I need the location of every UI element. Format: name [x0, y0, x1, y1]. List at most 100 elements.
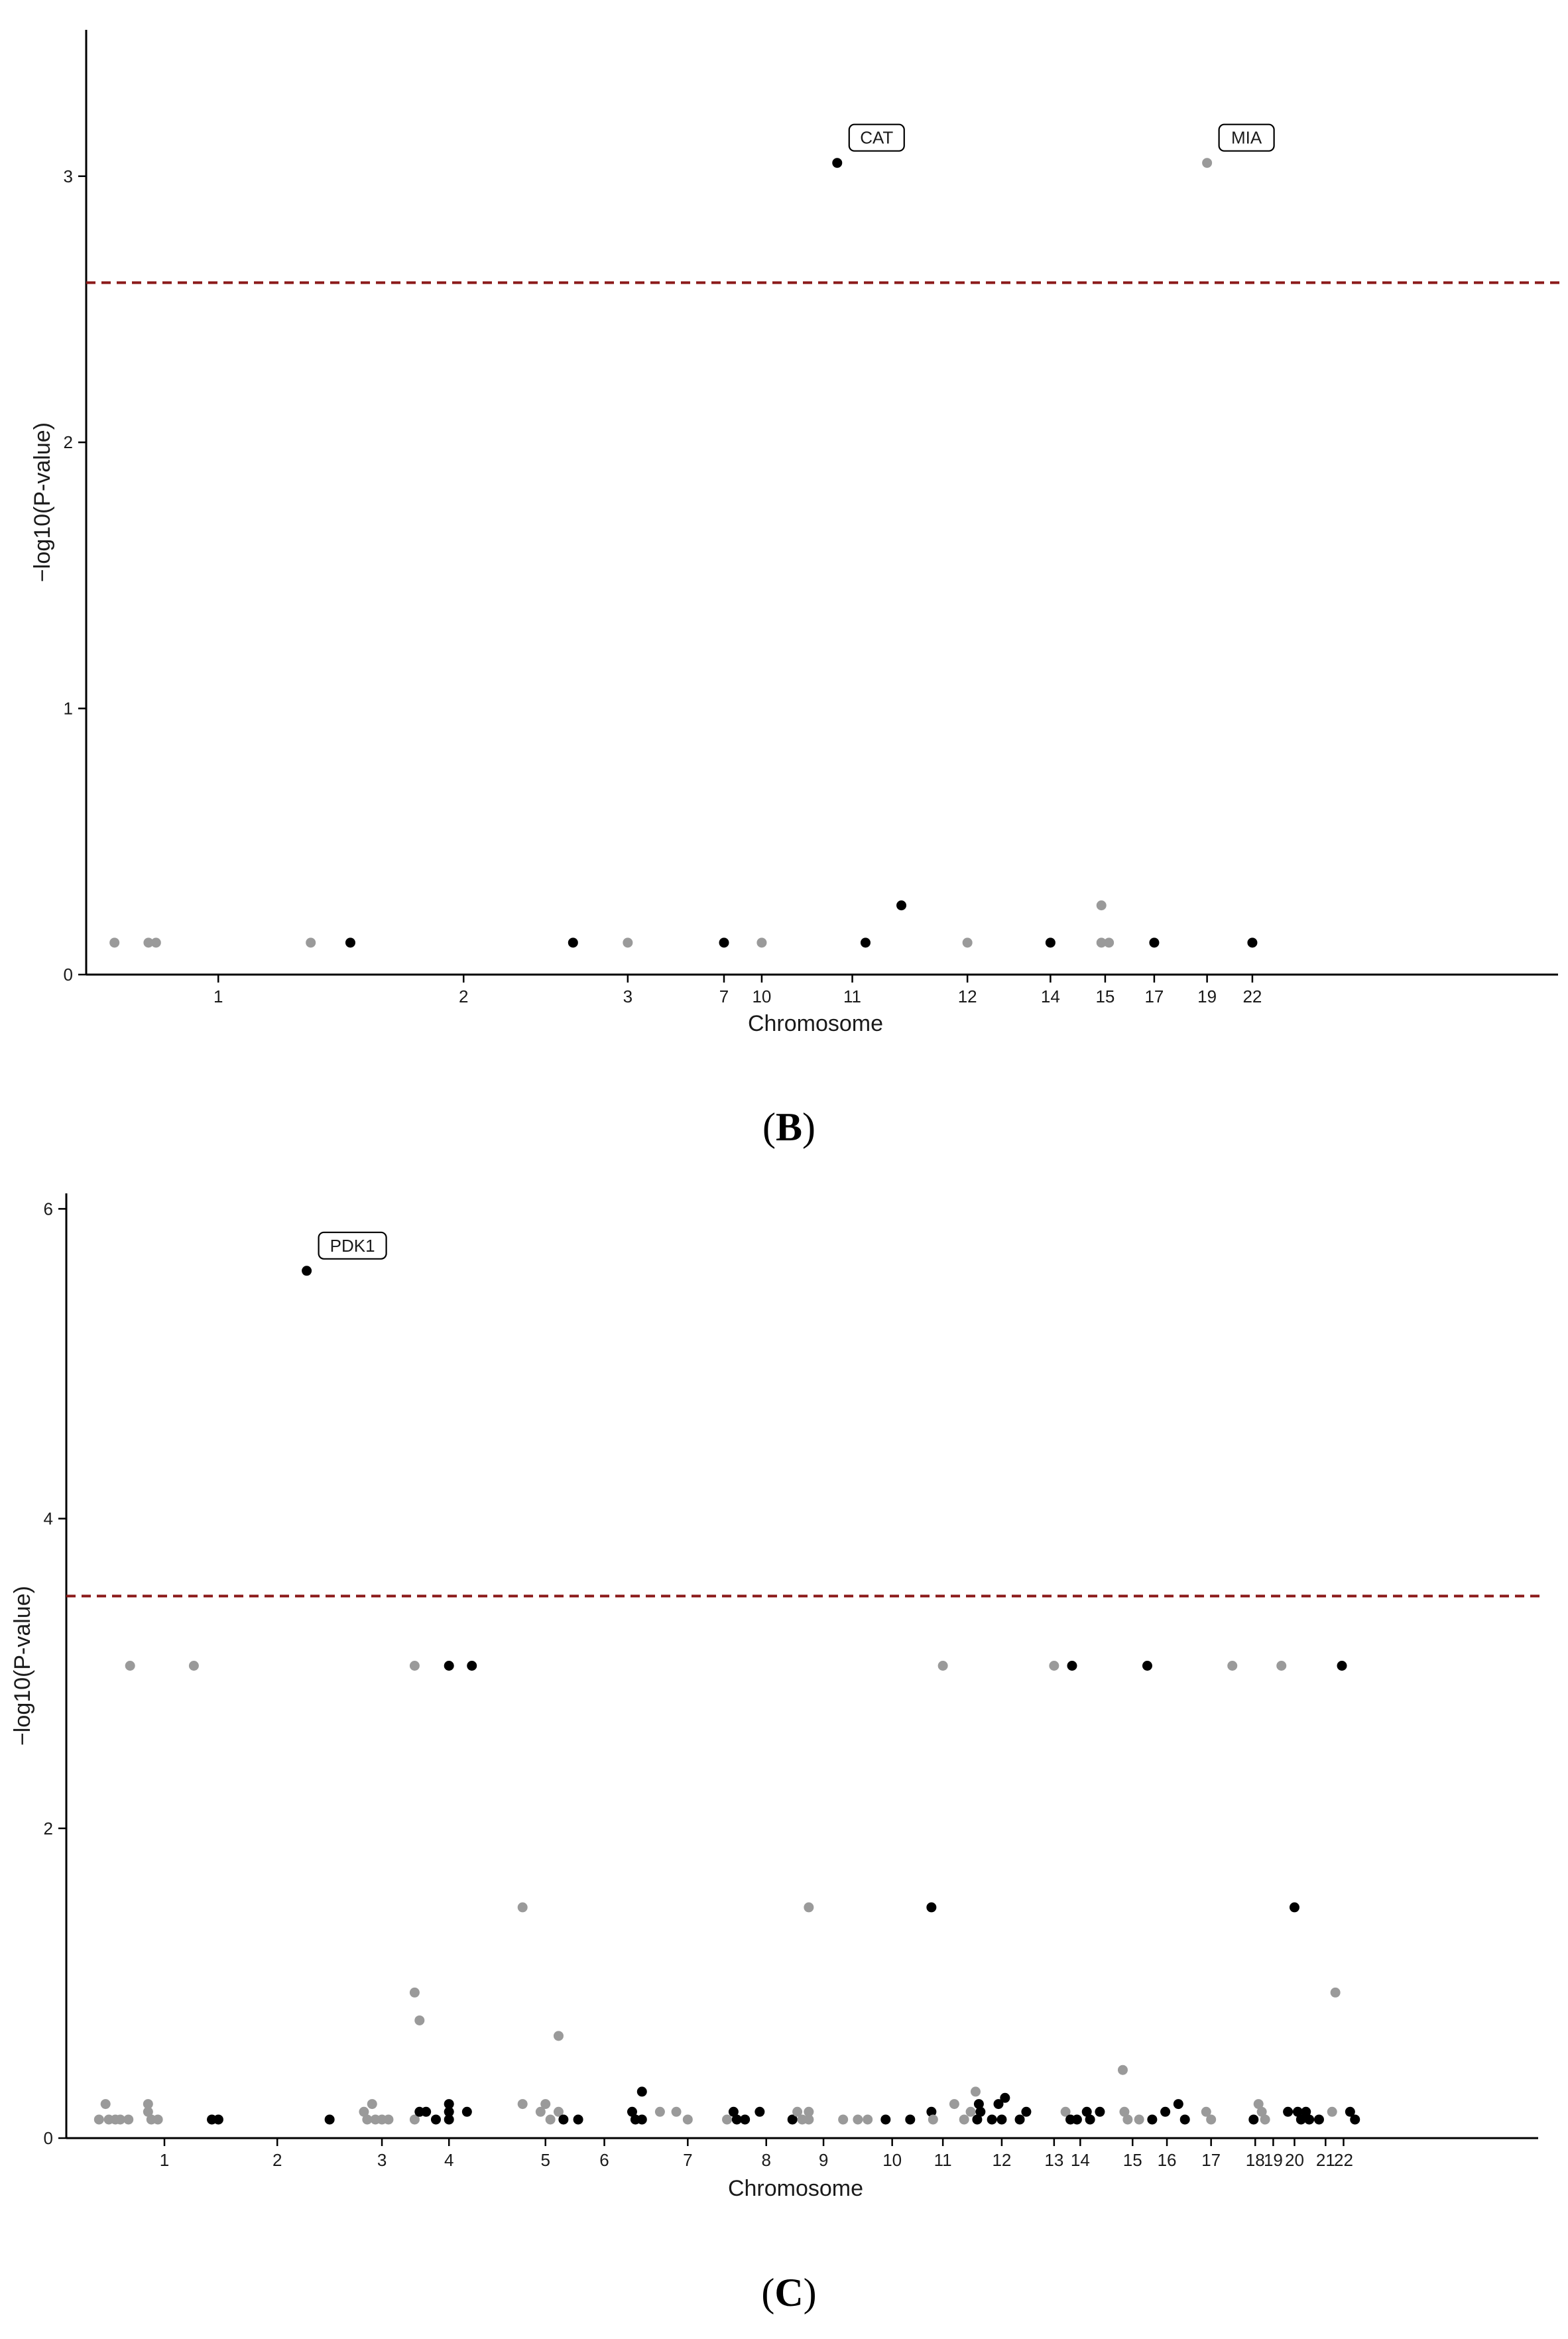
x-tick-label: 10 — [752, 987, 771, 1006]
data-point — [928, 2114, 938, 2125]
data-point — [1206, 2114, 1217, 2125]
data-point — [1350, 2114, 1360, 2125]
data-point — [787, 2114, 798, 2125]
data-point — [109, 937, 120, 948]
data-point — [804, 1902, 814, 1913]
data-point — [1179, 2114, 1190, 2125]
data-point — [115, 2114, 125, 2125]
x-tick-label: 22 — [1334, 2150, 1353, 2170]
x-tick-label: 18 — [1246, 2150, 1265, 2170]
data-point — [444, 1661, 454, 1671]
data-point — [731, 2114, 742, 2125]
data-point — [152, 2114, 163, 2125]
data-point — [993, 2099, 1004, 2110]
data-point — [1292, 2106, 1303, 2117]
data-point — [123, 2114, 134, 2125]
data-point — [756, 937, 767, 948]
data-point — [1253, 2099, 1264, 2110]
data-point — [987, 2114, 997, 2125]
data-point — [671, 2106, 682, 2117]
data-point — [1071, 2114, 1082, 2125]
data-point — [517, 1902, 528, 1913]
gene-label: CAT — [860, 128, 893, 148]
data-point — [728, 2106, 739, 2117]
data-point — [444, 2106, 454, 2117]
x-tick-label: 14 — [1071, 2150, 1090, 2170]
data-point — [421, 2106, 432, 2117]
data-point — [444, 2099, 454, 2110]
data-point — [430, 2114, 441, 2125]
data-point — [143, 937, 154, 948]
data-point — [926, 2106, 937, 2117]
panel-label: (B) — [762, 1105, 815, 1149]
data-point — [359, 2106, 369, 2117]
data-point — [804, 2106, 814, 2117]
data-point — [93, 2114, 104, 2125]
data-point — [1117, 2065, 1128, 2075]
data-point — [1327, 2106, 1337, 2117]
data-point — [100, 2099, 111, 2110]
data-point — [682, 2114, 693, 2125]
x-tick-label: 19 — [1264, 2150, 1283, 2170]
data-point — [996, 2114, 1007, 2125]
data-point — [461, 2106, 472, 2117]
data-point — [1304, 2114, 1315, 2125]
data-point — [1134, 2114, 1144, 2125]
x-tick-label: 5 — [540, 2150, 550, 2170]
x-tick-label: 17 — [1144, 987, 1164, 1006]
data-point — [926, 1902, 937, 1913]
data-point — [213, 2114, 223, 2125]
data-point — [1296, 2114, 1306, 2125]
data-point — [970, 2086, 981, 2097]
x-tick-label: 15 — [1095, 987, 1115, 1006]
data-point — [188, 1661, 199, 1671]
data-point — [959, 2114, 969, 2125]
data-point — [467, 1661, 477, 1671]
data-point — [1289, 1902, 1299, 1913]
data-point — [1060, 2106, 1071, 2117]
data-point — [143, 2106, 153, 2117]
data-point — [1149, 937, 1160, 948]
data-point — [1283, 2106, 1294, 2117]
data-point — [636, 2086, 647, 2097]
x-tick-label: 3 — [377, 2150, 387, 2170]
data-point — [1247, 937, 1258, 948]
data-point — [1096, 900, 1107, 911]
x-axis-title: Chromosome — [728, 2176, 863, 2201]
x-tick-label: 22 — [1242, 987, 1262, 1006]
data-point — [937, 1661, 948, 1671]
data-point — [1085, 2114, 1095, 2125]
data-point — [409, 2114, 420, 2125]
data-point — [1049, 1661, 1059, 1671]
data-point — [1202, 158, 1213, 168]
x-tick-label: 8 — [761, 2150, 770, 2170]
data-point — [973, 2099, 984, 2110]
data-point — [1201, 2106, 1211, 2117]
panel-label: (C) — [761, 2271, 816, 2314]
data-point — [1104, 937, 1115, 948]
x-tick-label: 11 — [934, 2150, 952, 2170]
x-tick-label: 19 — [1197, 987, 1217, 1006]
data-point — [1122, 2114, 1133, 2125]
x-tick-label: 7 — [719, 987, 729, 1006]
gene-label: PDK1 — [330, 1236, 375, 1256]
data-point — [535, 2106, 546, 2117]
data-point — [409, 1661, 420, 1671]
data-point — [367, 2099, 377, 2110]
data-point — [444, 2114, 454, 2125]
data-point — [1014, 2114, 1025, 2125]
y-tick-label: 0 — [64, 965, 73, 985]
data-point — [302, 1266, 312, 1276]
x-tick-label: 2 — [272, 2150, 282, 2170]
gene-label: MIA — [1231, 128, 1262, 148]
data-point — [1067, 1661, 1077, 1671]
data-point — [832, 158, 843, 168]
data-point — [553, 2031, 564, 2041]
y-tick-label: 1 — [64, 699, 73, 719]
data-point — [324, 2114, 335, 2125]
x-tick-label: 3 — [623, 987, 633, 1006]
data-point — [345, 937, 355, 948]
y-tick-label: 3 — [64, 166, 73, 186]
